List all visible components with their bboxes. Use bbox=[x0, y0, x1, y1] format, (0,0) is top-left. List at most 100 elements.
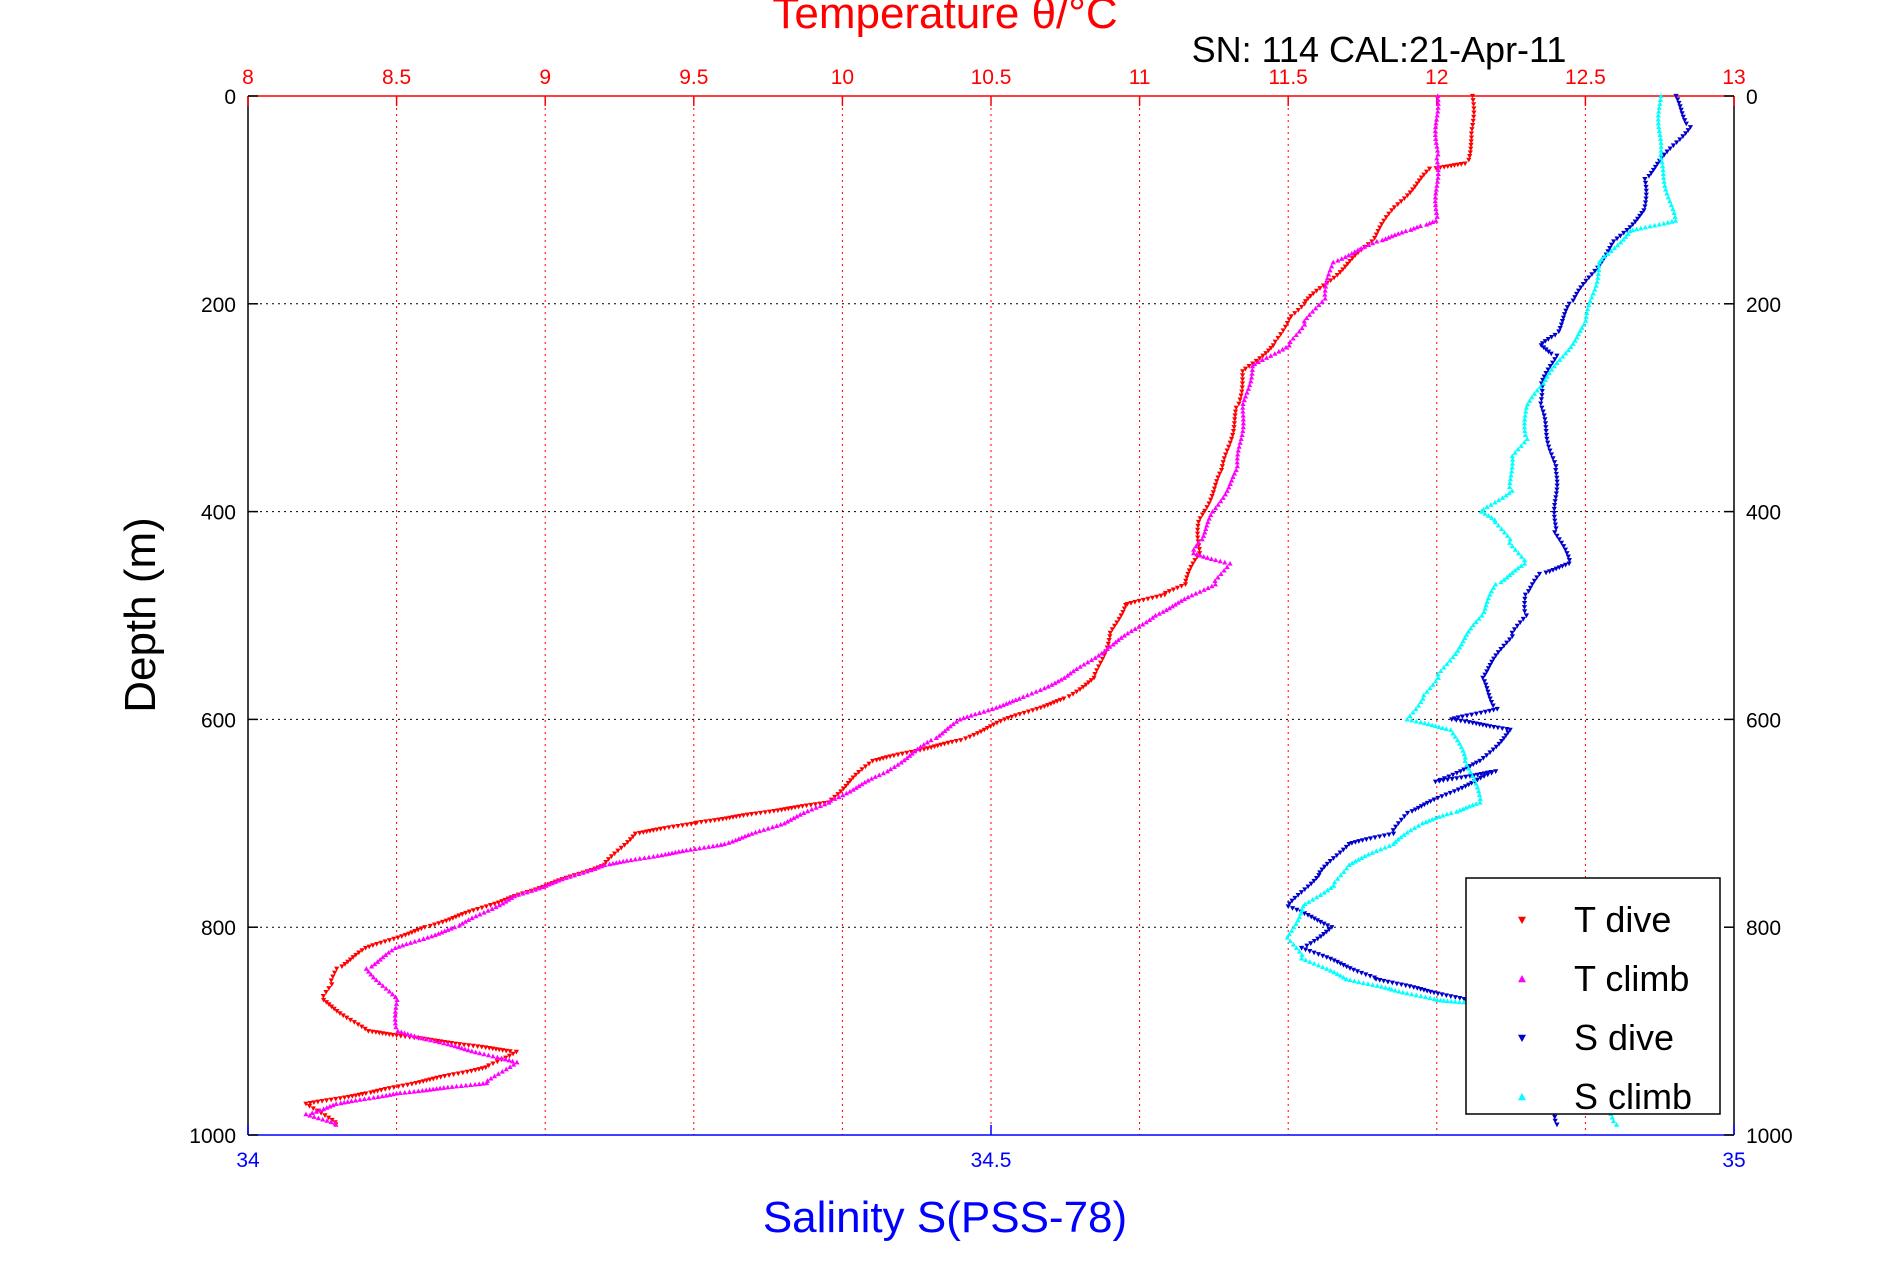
data-point bbox=[427, 1087, 433, 1092]
data-point bbox=[1435, 97, 1441, 102]
data-point bbox=[511, 1061, 517, 1067]
data-point bbox=[1614, 1122, 1620, 1127]
data-point bbox=[1664, 190, 1670, 196]
data-point bbox=[1460, 638, 1466, 644]
data-point bbox=[1522, 560, 1528, 566]
data-point bbox=[1370, 982, 1376, 987]
data-point bbox=[1583, 318, 1589, 323]
data-point bbox=[376, 980, 383, 986]
data-point bbox=[463, 1082, 469, 1088]
data-point bbox=[739, 834, 745, 840]
data-point bbox=[637, 856, 643, 861]
data-point bbox=[1340, 847, 1346, 853]
data-point bbox=[853, 772, 859, 778]
data-point bbox=[721, 841, 728, 847]
data-point bbox=[386, 1032, 392, 1037]
data-point bbox=[1449, 776, 1455, 782]
data-point bbox=[1293, 332, 1299, 338]
data-point bbox=[1545, 349, 1552, 355]
data-point bbox=[712, 818, 718, 823]
data-point bbox=[1197, 552, 1203, 558]
data-point bbox=[1643, 188, 1649, 194]
data-point bbox=[1316, 873, 1322, 878]
data-point bbox=[1565, 347, 1571, 353]
data-point bbox=[1659, 159, 1665, 165]
data-point bbox=[752, 829, 759, 835]
data-point bbox=[1572, 337, 1578, 343]
data-point bbox=[1237, 440, 1243, 445]
data-point bbox=[1461, 999, 1467, 1005]
data-point bbox=[1431, 990, 1437, 996]
data-point bbox=[1432, 124, 1439, 130]
data-point bbox=[1435, 105, 1441, 110]
data-point bbox=[1522, 428, 1528, 434]
data-point bbox=[395, 1028, 401, 1034]
data-point bbox=[515, 892, 522, 897]
data-point bbox=[1527, 398, 1533, 403]
data-point bbox=[1552, 357, 1558, 362]
data-point bbox=[1323, 279, 1329, 285]
data-point bbox=[1503, 733, 1509, 739]
data-point bbox=[606, 861, 613, 867]
data-point bbox=[1459, 785, 1465, 791]
data-point bbox=[369, 1029, 375, 1035]
data-point bbox=[1045, 703, 1051, 708]
data-point bbox=[1484, 686, 1490, 691]
data-point bbox=[1423, 994, 1429, 1000]
data-point bbox=[1518, 443, 1524, 448]
data-point bbox=[1596, 263, 1602, 269]
data-point bbox=[1034, 706, 1040, 712]
data-point bbox=[788, 817, 794, 822]
data-point bbox=[473, 913, 479, 919]
data-point bbox=[1302, 957, 1309, 963]
data-point bbox=[476, 1081, 482, 1087]
data-point bbox=[1433, 136, 1439, 141]
data-point bbox=[675, 823, 681, 829]
data-point bbox=[1343, 844, 1349, 850]
data-point bbox=[1589, 294, 1595, 300]
data-point bbox=[1482, 605, 1488, 611]
data-point bbox=[1434, 144, 1440, 149]
data-point bbox=[1315, 962, 1322, 968]
data-point bbox=[1635, 216, 1641, 222]
data-point bbox=[1511, 627, 1518, 632]
data-point bbox=[1507, 540, 1513, 545]
data-point bbox=[458, 1083, 464, 1088]
data-point bbox=[666, 851, 672, 856]
data-point bbox=[1054, 699, 1060, 704]
data-point bbox=[1195, 535, 1201, 541]
data-point bbox=[1547, 569, 1553, 574]
data-point bbox=[1334, 853, 1340, 859]
data-point bbox=[1418, 699, 1424, 705]
data-point bbox=[412, 929, 418, 934]
data-point bbox=[1412, 184, 1418, 190]
data-point bbox=[1422, 720, 1428, 726]
data-point bbox=[1296, 914, 1303, 919]
data-point bbox=[630, 834, 636, 840]
data-point bbox=[1363, 837, 1370, 842]
data-point bbox=[733, 837, 739, 843]
data-point bbox=[684, 822, 690, 828]
data-point bbox=[1418, 804, 1425, 809]
data-point bbox=[1407, 713, 1413, 719]
data-point bbox=[1067, 670, 1073, 676]
data-point bbox=[320, 1116, 326, 1122]
data-point bbox=[1401, 196, 1408, 202]
data-point bbox=[853, 785, 859, 790]
data-point bbox=[1222, 559, 1228, 565]
data-point bbox=[1534, 575, 1540, 581]
data-point bbox=[1038, 705, 1044, 711]
data-point bbox=[1304, 315, 1310, 321]
data-point bbox=[1360, 980, 1366, 986]
data-point bbox=[944, 726, 951, 731]
data-point bbox=[1556, 329, 1562, 335]
data-point bbox=[1415, 702, 1422, 708]
data-point bbox=[323, 990, 329, 995]
data-point bbox=[1540, 377, 1546, 383]
data-point bbox=[765, 825, 771, 831]
data-point bbox=[433, 1086, 440, 1091]
data-point bbox=[1145, 596, 1151, 602]
data-point bbox=[1658, 151, 1664, 157]
data-point bbox=[494, 1059, 500, 1065]
data-point bbox=[1392, 839, 1399, 844]
